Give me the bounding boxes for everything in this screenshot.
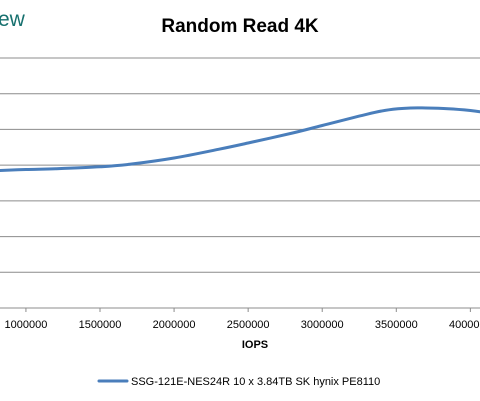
x-tick-label: 2500000 — [227, 319, 270, 331]
x-tick-label: 4000000 — [449, 319, 480, 331]
series-line — [0, 106, 480, 172]
chart-title: Random Read 4K — [161, 16, 319, 37]
x-tick-label: 3500000 — [375, 319, 418, 331]
x-axis-label: IOPS — [242, 339, 268, 351]
x-tick-label: 2000000 — [153, 319, 196, 331]
series-group — [0, 106, 480, 172]
legend-entry-label: SSG-121E-NES24R 10 x 3.84TB SK hynix PE8… — [131, 376, 380, 388]
brand-logo-fragment: ew — [0, 8, 26, 31]
x-tick-label: 3000000 — [301, 319, 344, 331]
x-axis: 1000000 1500000 2000000 2500000 3000000 35000… — [0, 307, 480, 331]
x-tick-label: 1000000 — [5, 319, 48, 331]
x-tick-label: 1500000 — [79, 319, 122, 331]
gridlines — [0, 57, 480, 273]
legend: SSG-121E-NES24R 10 x 3.84TB SK hynix PE8… — [97, 376, 380, 388]
